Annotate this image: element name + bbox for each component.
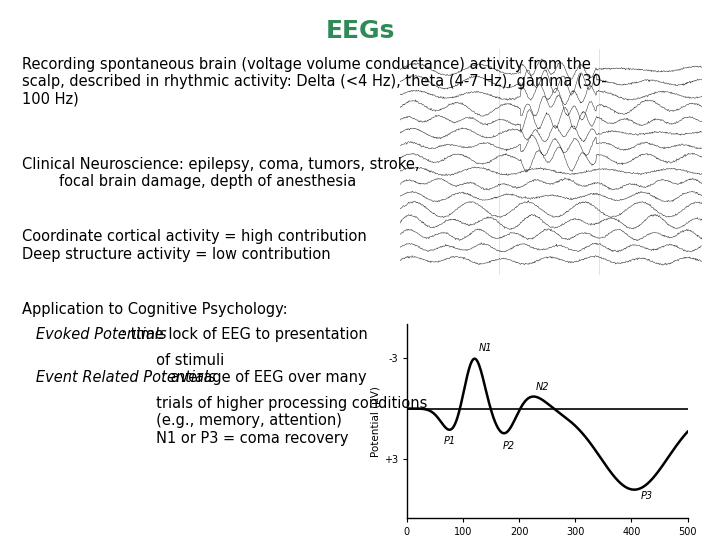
Text: EEGs: EEGs — [325, 19, 395, 43]
Text: Clinical Neuroscience: epilepsy, coma, tumors, stroke,
        focal brain damag: Clinical Neuroscience: epilepsy, coma, t… — [22, 157, 419, 189]
Text: N2: N2 — [536, 382, 549, 393]
Text: Event Related Potentials: Event Related Potentials — [22, 370, 215, 385]
Text: : average of EEG over many: : average of EEG over many — [161, 370, 366, 385]
Y-axis label: Potential (μV): Potential (μV) — [371, 386, 381, 457]
Text: P3: P3 — [641, 491, 653, 502]
Text: of stimuli: of stimuli — [22, 353, 224, 368]
Text: P1: P1 — [444, 436, 456, 446]
Text: Application to Cognitive Psychology:: Application to Cognitive Psychology: — [22, 302, 287, 318]
Text: P2: P2 — [503, 441, 514, 451]
Text: trials of higher processing conditions
                             (e.g., memor: trials of higher processing conditions (… — [22, 396, 427, 446]
Text: Evoked Potentials: Evoked Potentials — [22, 327, 166, 342]
Text: : time lock of EEG to presentation: : time lock of EEG to presentation — [121, 327, 368, 342]
Text: Coordinate cortical activity = high contribution
Deep structure activity = low c: Coordinate cortical activity = high cont… — [22, 230, 366, 262]
Text: N1: N1 — [479, 343, 492, 353]
Text: Recording spontaneous brain (voltage volume conductance) activity from the
scalp: Recording spontaneous brain (voltage vol… — [22, 57, 606, 106]
